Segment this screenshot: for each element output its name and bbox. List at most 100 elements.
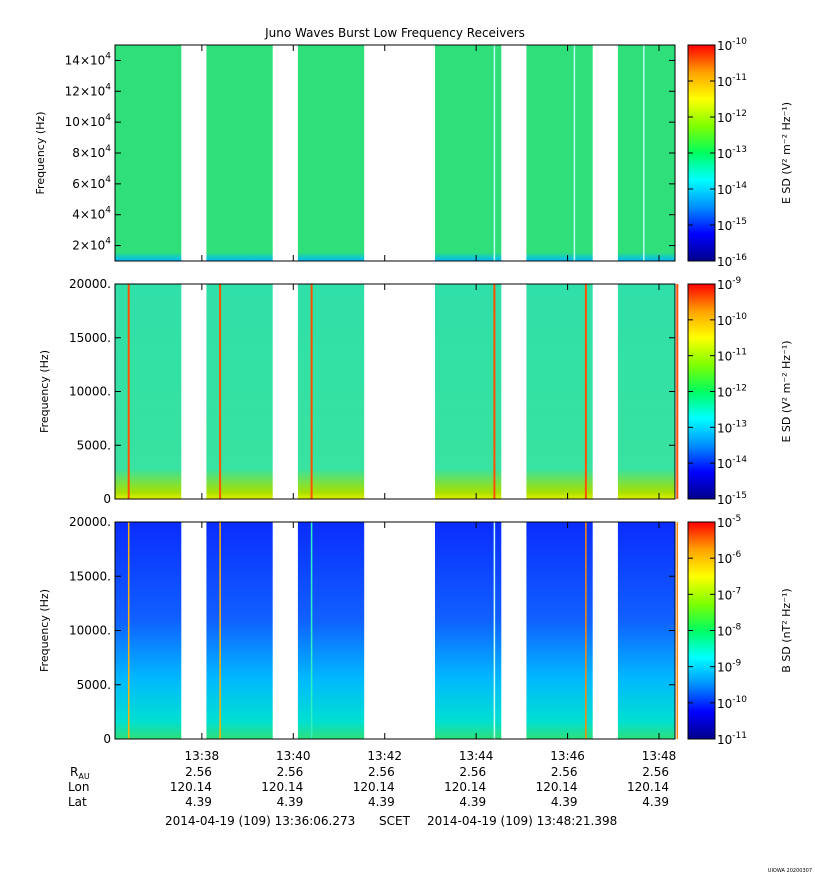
footer-stamp: UIOWA 20200307 <box>768 868 812 874</box>
ephemeris-value: 2.56 <box>277 765 304 779</box>
colorbar-tick-label: 10-6 <box>717 550 742 566</box>
panels: 2×104 4×104 6×104 8×104 10×104 12×104 14×104 Fr… <box>34 37 793 763</box>
colorbar-tick-label: 10-13 <box>717 419 747 435</box>
colorbar-tick-label: 10-9 <box>717 659 742 675</box>
ephemeris-value: 4.39 <box>185 795 212 809</box>
data-segment <box>206 45 273 261</box>
colorbar-tick-label: 10-10 <box>717 37 747 53</box>
data-segment <box>297 522 365 739</box>
ephemeris-value: 120.14 <box>536 780 578 794</box>
data-segment <box>206 522 273 739</box>
data-segment <box>115 284 182 499</box>
data-segment <box>206 284 273 499</box>
y-tick-label: 5000. <box>77 438 111 452</box>
data-segment <box>617 284 675 499</box>
x-tick-label: 13:48 <box>642 749 677 763</box>
colorbar-tick-label: 10-8 <box>717 623 742 639</box>
y-tick-label: 20000. <box>69 277 111 291</box>
y-tick-label: 2×104 <box>72 237 111 253</box>
colorbar-tick-label: 10-13 <box>717 145 747 161</box>
y-tick-label: 10×104 <box>65 113 112 129</box>
ephemeris-value: 2.56 <box>642 765 669 779</box>
ephemeris-value: 2.56 <box>551 765 578 779</box>
y-tick-label: 14×104 <box>65 51 112 67</box>
lat-label: Lat <box>68 795 87 809</box>
colorbar-tick-label: 10-14 <box>717 181 747 197</box>
colorbar-tick-label: 10-11 <box>717 731 747 747</box>
ephemeris-value: 2.56 <box>459 765 486 779</box>
spectrogram-panel-2: 0 5000. 10000. 15000. 20000. Frequency (Hz) 10… <box>38 276 793 507</box>
colorbar-tick-label: 10-10 <box>717 312 747 328</box>
footer-scet: SCET <box>379 814 411 828</box>
x-tick-label: 13:42 <box>367 749 402 763</box>
ephemeris-value: 4.39 <box>368 795 395 809</box>
data-segment <box>297 45 365 261</box>
y-tick-label: 10000. <box>69 385 111 399</box>
x-tick-label: 13:44 <box>459 749 494 763</box>
ephemeris-value: 2.56 <box>368 765 395 779</box>
colorbar-tick-label: 10-15 <box>717 491 747 507</box>
colorbar-tick-label: 10-10 <box>717 695 747 711</box>
data-segment <box>115 522 182 739</box>
y-axis-label: Frequency (Hz) <box>38 350 51 433</box>
data-segment <box>526 45 593 261</box>
chart-title: Juno Waves Burst Low Frequency Receivers <box>264 26 525 40</box>
r-label: RAU <box>70 765 90 781</box>
ephemeris-value: 2.56 <box>185 765 212 779</box>
data-segment <box>526 284 593 499</box>
data-segment <box>435 45 502 261</box>
data-segment <box>526 522 593 739</box>
ephemeris-value: 120.14 <box>170 780 212 794</box>
colorbar-label: B SD (nT² Hz⁻¹) <box>780 588 793 672</box>
footer-start: 2014-04-19 (109) 13:36:06.273 <box>165 814 355 828</box>
data-segment <box>435 284 502 499</box>
lon-label: Lon <box>68 780 89 794</box>
colorbar-tick-label: 10-5 <box>717 514 741 530</box>
spectrogram-panel-3: 0 5000. 10000. 15000. 20000. Frequency (Hz) 10… <box>38 514 793 747</box>
ephemeris-value: 120.14 <box>444 780 486 794</box>
y-tick-label: 10000. <box>69 624 111 638</box>
ephemeris-value: 120.14 <box>353 780 395 794</box>
ephemeris-value: 120.14 <box>627 780 669 794</box>
colorbar-tick-label: 10-14 <box>717 455 747 471</box>
colorbar-tick-label: 10-7 <box>717 586 741 602</box>
colorbar-label: E SD (V² m⁻² Hz⁻¹) <box>780 102 793 204</box>
colorbar-tick-label: 10-16 <box>717 253 747 269</box>
y-axis-label: Frequency (Hz) <box>34 112 47 195</box>
data-segment <box>115 45 182 261</box>
y-tick-label: 20000. <box>69 515 111 529</box>
colorbar-tick-label: 10-12 <box>717 109 747 125</box>
colorbar-tick-label: 10-9 <box>717 276 742 292</box>
data-segment <box>617 522 675 739</box>
data-segment <box>435 522 502 739</box>
x-tick-label: 13:46 <box>550 749 585 763</box>
x-tick-label: 13:40 <box>276 749 311 763</box>
y-axis-label: Frequency (Hz) <box>38 589 51 672</box>
colorbar-tick-label: 10-12 <box>717 384 747 400</box>
y-tick-label: 15000. <box>69 569 111 583</box>
y-tick-label: 0 <box>103 732 111 746</box>
y-tick-label: 5000. <box>77 678 111 692</box>
ephemeris-value: 4.39 <box>551 795 578 809</box>
y-tick-label: 4×104 <box>72 206 111 222</box>
colorbar-tick-label: 10-15 <box>717 217 747 233</box>
ephemeris-value: 4.39 <box>277 795 304 809</box>
ephemeris-table: RAU Lon Lat 2.56120.144.392.56120.144.39… <box>68 765 669 809</box>
ephemeris-values: 2.56120.144.392.56120.144.392.56120.144.… <box>170 765 669 809</box>
colorbar-tick-label: 10-11 <box>717 348 747 364</box>
y-tick-label: 6×104 <box>72 175 111 191</box>
ephemeris-value: 4.39 <box>642 795 669 809</box>
y-tick-label: 8×104 <box>72 144 111 160</box>
y-tick-label: 0 <box>103 492 111 506</box>
data-segment <box>617 45 675 261</box>
x-axis-labels: 13:38 13:40 13:42 13:44 13:46 13:48 <box>185 749 677 763</box>
colorbar-label: E SD (V² m⁻² Hz⁻¹) <box>780 340 793 442</box>
ephemeris-value: 4.39 <box>459 795 486 809</box>
y-tick-label: 12×104 <box>65 82 112 98</box>
data-segment <box>297 284 365 499</box>
y-tick-label: 15000. <box>69 331 111 345</box>
colorbar-tick-label: 10-11 <box>717 73 747 89</box>
ephemeris-value: 120.14 <box>261 780 303 794</box>
x-tick-label: 13:38 <box>185 749 220 763</box>
